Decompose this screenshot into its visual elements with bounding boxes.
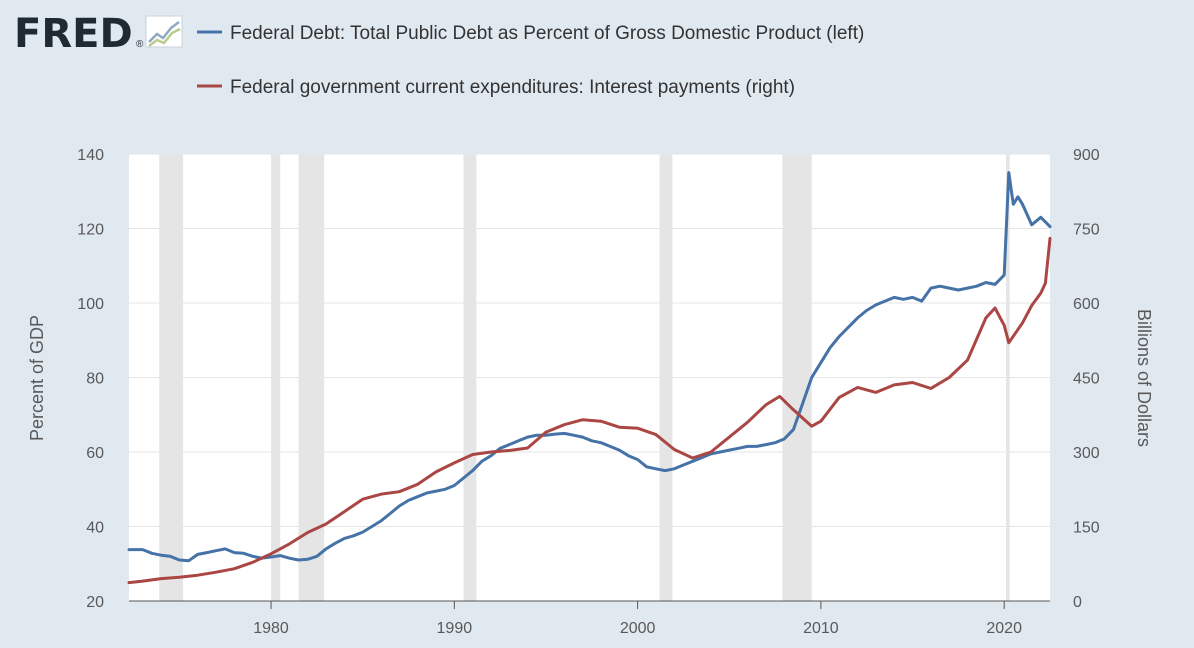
left-tick-label: 100	[77, 296, 104, 313]
fred-logo-text: FRED	[14, 11, 133, 57]
right-axis-title: Billions of Dollars	[1134, 309, 1154, 447]
registered-mark: ®	[136, 39, 144, 50]
series-lines	[127, 171, 1052, 585]
legend: Federal Debt: Total Public Debt as Perce…	[197, 23, 864, 98]
legend-label-debt: Federal Debt: Total Public Debt as Perce…	[230, 23, 864, 44]
right-tick-label: 150	[1073, 520, 1100, 537]
gridlines	[129, 153, 1050, 527]
left-tick-label: 140	[77, 147, 104, 164]
right-tick-label: 600	[1073, 296, 1100, 313]
right-tick-label: 450	[1073, 371, 1100, 388]
left-tick-label: 40	[86, 520, 104, 537]
series-line-debt	[127, 171, 1052, 563]
x-tick-label: 1990	[437, 620, 473, 637]
legend-label-interest: Federal government current expenditures:…	[230, 77, 795, 98]
left-tick-label: 120	[77, 222, 104, 239]
trend-chart-icon	[145, 15, 183, 48]
left-axis-ticks: 20 40 60 80 100 120 140	[77, 147, 104, 611]
x-tick-label: 1980	[253, 620, 289, 637]
x-tick-label: 2020	[986, 620, 1022, 637]
left-axis-title: Percent of GDP	[27, 315, 47, 441]
right-tick-label: 750	[1073, 222, 1100, 239]
right-tick-label: 300	[1073, 445, 1100, 462]
series-line-interest	[127, 236, 1052, 585]
x-axis-ticks: 1980 1990 2000 2010 2020	[253, 601, 1022, 637]
left-tick-label: 20	[86, 594, 104, 611]
right-tick-label: 0	[1073, 594, 1082, 611]
right-axis-ticks: 0 150 300 450 600 750 900	[1073, 147, 1100, 611]
fred-logo[interactable]: FRED ®	[14, 11, 183, 57]
x-tick-label: 2010	[803, 620, 839, 637]
left-tick-label: 60	[86, 445, 104, 462]
left-tick-label: 80	[86, 371, 104, 388]
right-tick-label: 900	[1073, 147, 1100, 164]
x-tick-label: 2000	[620, 620, 656, 637]
